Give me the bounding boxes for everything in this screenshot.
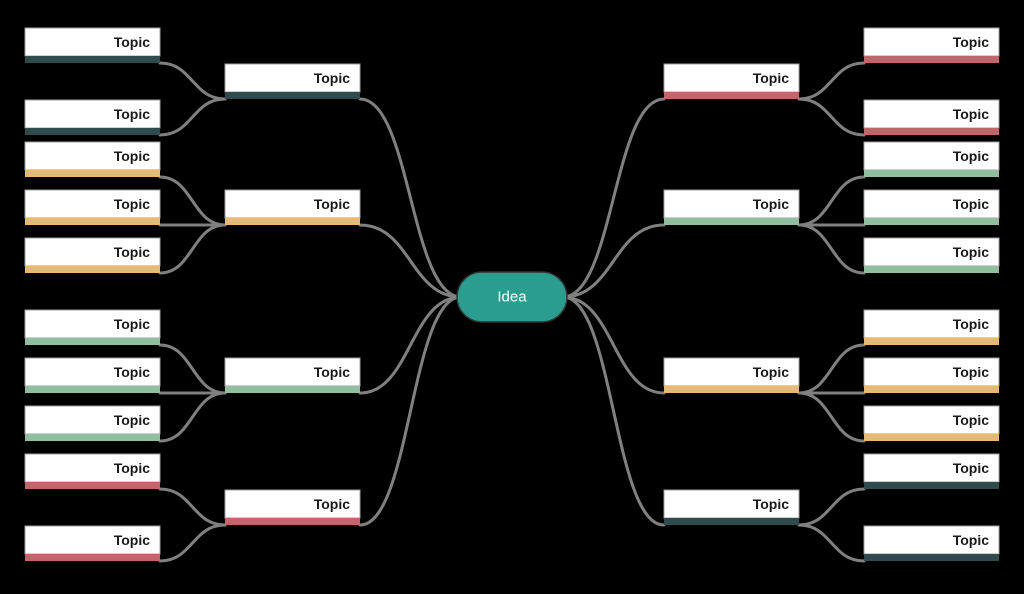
leaf-underline [25,386,160,393]
leaf-underline [864,482,999,489]
leaf-label: Topic [114,148,151,164]
mid-underline [664,218,799,225]
edge-mid-to-leaf [160,489,225,525]
edge-center-to-mid [563,297,664,393]
leaf-underline [864,266,999,273]
edge-center-to-mid [563,99,664,297]
mid-label: Topic [314,364,351,380]
mid-label: Topic [314,196,351,212]
center-label: Idea [497,289,527,306]
leaf-label: Topic [953,196,990,212]
leaf-underline [864,434,999,441]
leaf-label: Topic [953,34,990,50]
leaf-underline [864,554,999,561]
edge-mid-to-leaf [160,63,225,99]
edge-mid-to-leaf [799,225,864,273]
leaf-label: Topic [114,412,151,428]
leaf-underline [864,338,999,345]
leaf-label: Topic [114,244,151,260]
leaf-underline [864,56,999,63]
nodes-layer: Idea Topic Topic Topic Topic Topic Topic Topic T… [25,28,999,561]
edge-center-to-mid [563,297,664,525]
mid-underline [664,92,799,99]
mid-label: Topic [314,496,351,512]
leaf-label: Topic [114,106,151,122]
leaf-underline [864,386,999,393]
mid-label: Topic [753,70,790,86]
leaf-label: Topic [953,460,990,476]
leaf-label: Topic [953,244,990,260]
leaf-underline [864,218,999,225]
leaf-underline [864,128,999,135]
edge-mid-to-leaf [799,99,864,135]
leaf-label: Topic [953,532,990,548]
edge-mid-to-leaf [799,489,864,525]
leaf-label: Topic [953,412,990,428]
edge-center-to-mid [563,225,664,297]
edge-mid-to-leaf [799,393,864,441]
edge-mid-to-leaf [799,345,864,393]
leaf-underline [25,482,160,489]
edge-center-to-mid [360,297,461,393]
edge-mid-to-leaf [799,525,864,561]
mid-label: Topic [753,496,790,512]
leaf-label: Topic [114,364,151,380]
edge-mid-to-leaf [160,345,225,393]
edge-mid-to-leaf [160,99,225,135]
leaf-underline [25,338,160,345]
mid-underline [664,518,799,525]
mid-label: Topic [753,364,790,380]
mid-underline [225,386,360,393]
edge-mid-to-leaf [160,177,225,225]
leaf-underline [25,266,160,273]
leaf-underline [25,170,160,177]
leaf-underline [25,554,160,561]
mindmap-canvas: Idea Topic Topic Topic Topic Topic Topic Topic T… [0,0,1024,594]
leaf-label: Topic [114,532,151,548]
leaf-label: Topic [953,316,990,332]
mid-underline [664,386,799,393]
edge-mid-to-leaf [799,177,864,225]
mid-label: Topic [753,196,790,212]
leaf-underline [25,218,160,225]
leaf-label: Topic [114,460,151,476]
leaf-label: Topic [953,148,990,164]
edge-center-to-mid [360,99,461,297]
edge-mid-to-leaf [160,393,225,441]
leaf-label: Topic [114,34,151,50]
leaf-underline [25,434,160,441]
mid-underline [225,518,360,525]
edge-mid-to-leaf [799,63,864,99]
leaf-label: Topic [114,196,151,212]
edge-center-to-mid [360,225,461,297]
mid-underline [225,218,360,225]
leaf-label: Topic [114,316,151,332]
mid-underline [225,92,360,99]
leaf-underline [25,56,160,63]
mid-label: Topic [314,70,351,86]
edge-mid-to-leaf [160,525,225,561]
leaf-underline [864,170,999,177]
edge-mid-to-leaf [160,225,225,273]
leaf-label: Topic [953,364,990,380]
edge-center-to-mid [360,297,461,525]
leaf-underline [25,128,160,135]
leaf-label: Topic [953,106,990,122]
